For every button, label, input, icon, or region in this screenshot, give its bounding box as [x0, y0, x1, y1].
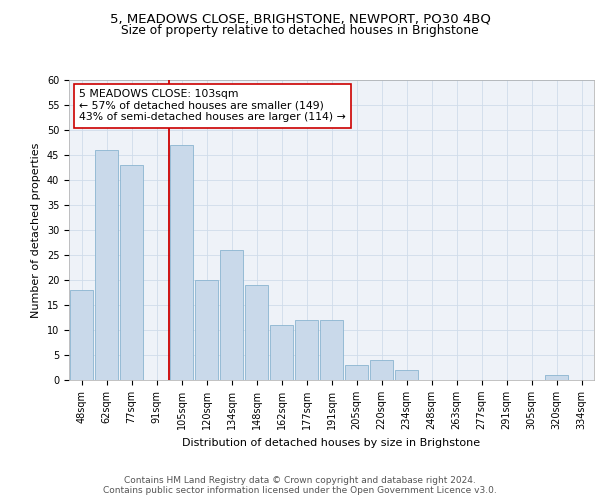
Bar [270, 325, 293, 380]
Bar [70, 290, 93, 380]
Bar [220, 250, 243, 380]
Bar [95, 150, 118, 380]
X-axis label: Distribution of detached houses by size in Brighstone: Distribution of detached houses by size … [182, 438, 481, 448]
Bar [545, 375, 568, 380]
Bar [320, 320, 343, 380]
Bar [195, 280, 218, 380]
Text: 5, MEADOWS CLOSE, BRIGHSTONE, NEWPORT, PO30 4BQ: 5, MEADOWS CLOSE, BRIGHSTONE, NEWPORT, P… [110, 12, 490, 26]
Bar [395, 370, 418, 380]
Text: Contains HM Land Registry data © Crown copyright and database right 2024.
Contai: Contains HM Land Registry data © Crown c… [103, 476, 497, 495]
Y-axis label: Number of detached properties: Number of detached properties [31, 142, 41, 318]
Bar [120, 165, 143, 380]
Bar [245, 285, 268, 380]
Bar [170, 145, 193, 380]
Bar [370, 360, 393, 380]
Text: Size of property relative to detached houses in Brighstone: Size of property relative to detached ho… [121, 24, 479, 37]
Bar [295, 320, 318, 380]
Bar [345, 365, 368, 380]
Text: 5 MEADOWS CLOSE: 103sqm
← 57% of detached houses are smaller (149)
43% of semi-d: 5 MEADOWS CLOSE: 103sqm ← 57% of detache… [79, 89, 346, 122]
